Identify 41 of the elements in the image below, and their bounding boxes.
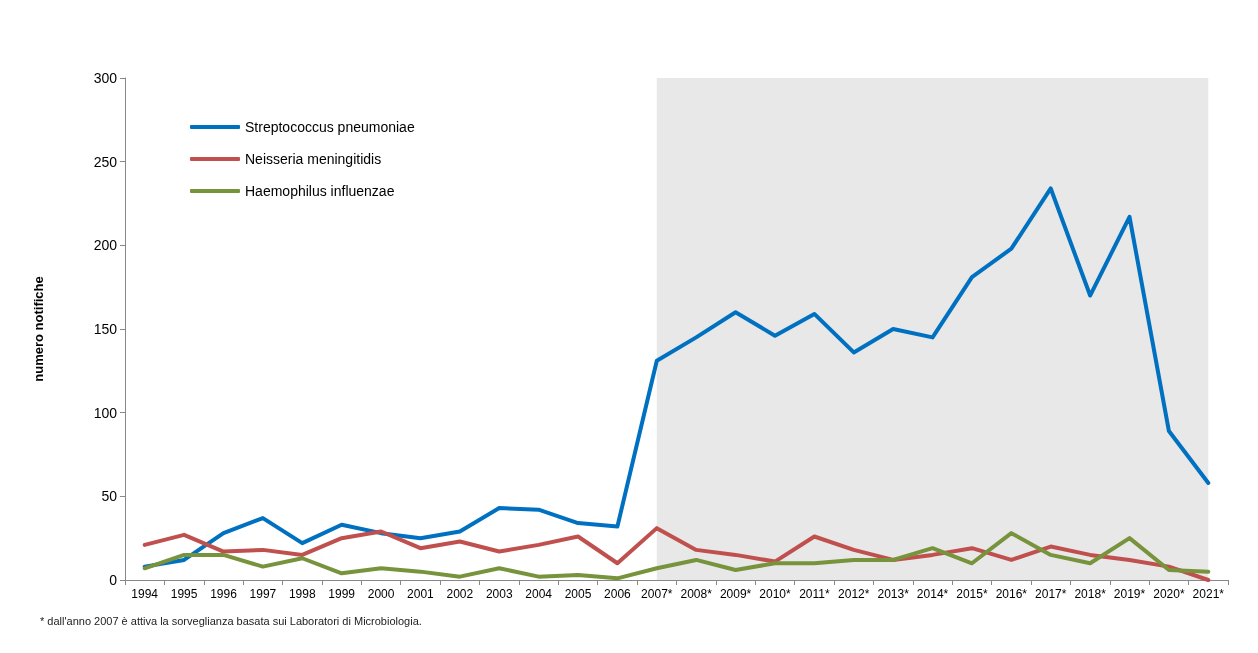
y-axis-title: numero notifiche	[31, 276, 46, 382]
y-tick-label: 300	[93, 70, 118, 86]
x-tick-label: 2010*	[759, 587, 791, 601]
x-tick-label: 2009*	[719, 587, 752, 601]
x-tick-label: 2015*	[956, 587, 988, 601]
x-tick-label: 2014*	[916, 587, 949, 601]
x-tick-label: 1998	[288, 587, 316, 601]
x-tick-label: 2008*	[680, 587, 713, 601]
x-tick-label: 2006	[604, 587, 632, 601]
y-tick-label: 100	[93, 404, 118, 421]
x-tick-label: 1997	[249, 587, 277, 601]
x-tick-label: 2020*	[1153, 587, 1185, 601]
x-tick-label: 2011*	[799, 587, 830, 601]
y-tick-label: 150	[93, 321, 118, 337]
x-tick-label: 2003	[485, 587, 513, 601]
y-tick-label: 50	[101, 488, 118, 505]
legend-label: Neisseria meningitidis	[245, 151, 382, 167]
x-tick-label: 1999	[328, 587, 356, 601]
x-tick-label: 2013*	[877, 587, 910, 601]
text: * dall'anno 2007 è attiva la sorveglianza basata sui Laboratori di Microbiologia.	[39, 615, 423, 627]
x-tick-label: 2004	[525, 587, 553, 601]
x-tick-label: 1994	[131, 587, 159, 601]
x-tick-label: 2001	[407, 587, 435, 601]
x-tick-label: 1996	[210, 587, 238, 601]
x-tick-label: 2016*	[995, 587, 1028, 601]
line-series	[142, 186, 1211, 569]
x-tick-label: 2005	[564, 587, 592, 601]
x-tick-label: 1995	[170, 587, 198, 601]
y-tick-label: 200	[93, 237, 118, 254]
x-tick-label: 2018*	[1074, 587, 1107, 601]
x-tick-label: 2021*	[1192, 587, 1225, 601]
x-tick-label: 2002	[446, 587, 474, 601]
x-tick-label: 2012*	[838, 587, 870, 601]
legend-label: Haemophilus influenzae	[245, 183, 395, 199]
x-tick-label: 2019*	[1113, 587, 1146, 601]
y-tick-label: 0	[109, 572, 118, 588]
x-tick-label: 2000	[367, 587, 395, 601]
x-tick-label: 2007*	[641, 587, 673, 601]
x-tick-label: 2017*	[1035, 587, 1067, 601]
legend-label: Streptococcus pneumoniae	[245, 119, 415, 135]
y-tick-label: 250	[93, 153, 118, 170]
